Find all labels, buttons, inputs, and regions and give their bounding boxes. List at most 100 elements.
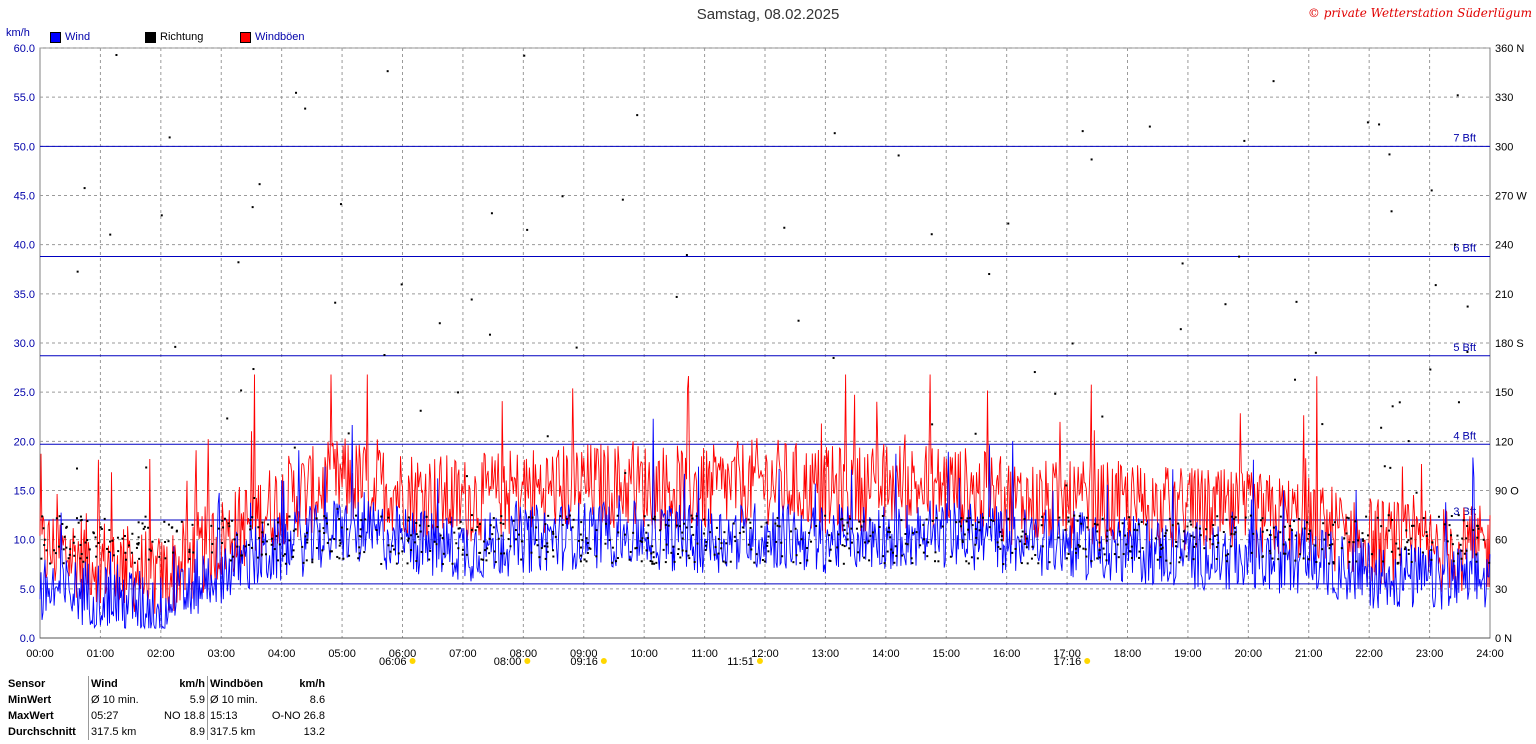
direction-point	[976, 557, 979, 560]
direction-point	[54, 552, 57, 555]
direction-point	[1040, 524, 1043, 527]
direction-point	[419, 530, 422, 533]
direction-point	[1268, 533, 1271, 536]
direction-point	[1128, 550, 1131, 553]
direction-point	[1346, 516, 1349, 519]
direction-point	[1185, 555, 1188, 558]
direction-point	[808, 531, 811, 534]
direction-point	[632, 531, 635, 534]
direction-point	[1000, 539, 1003, 542]
direction-point	[170, 526, 173, 529]
direction-point	[1020, 535, 1023, 538]
direction-point	[799, 562, 802, 565]
direction-point	[1453, 243, 1456, 246]
direction-point	[937, 560, 940, 563]
direction-point	[1217, 541, 1220, 544]
direction-point	[1093, 522, 1096, 525]
direction-point	[882, 555, 885, 558]
direction-point	[217, 527, 220, 530]
direction-point	[488, 333, 491, 336]
direction-point	[1227, 553, 1230, 556]
direction-point	[482, 558, 485, 561]
direction-point	[418, 524, 421, 527]
direction-point	[330, 550, 333, 553]
direction-point	[1459, 543, 1462, 546]
direction-point	[1229, 545, 1232, 548]
direction-point	[1067, 552, 1070, 555]
direction-point	[1137, 523, 1140, 526]
direction-point	[465, 553, 468, 556]
direction-point	[673, 560, 676, 563]
direction-point	[249, 525, 252, 528]
y2-tick-label: 90 O	[1495, 486, 1519, 498]
direction-point	[1465, 537, 1468, 540]
direction-point	[329, 550, 332, 553]
direction-point	[1130, 545, 1133, 548]
direction-point	[428, 558, 431, 561]
direction-point	[889, 536, 892, 539]
direction-point	[509, 545, 512, 548]
stats-gust-dir: O-NO	[271, 710, 301, 722]
direction-point	[1074, 551, 1077, 554]
direction-point	[544, 523, 547, 526]
direction-point	[1387, 514, 1390, 517]
direction-point	[137, 543, 140, 546]
direction-point	[775, 540, 778, 543]
direction-point	[1405, 529, 1408, 532]
direction-point	[692, 533, 695, 536]
direction-point	[449, 521, 452, 524]
direction-point	[968, 516, 971, 519]
direction-point	[260, 553, 263, 556]
direction-point	[489, 524, 492, 527]
direction-point	[174, 345, 177, 348]
direction-point	[1168, 517, 1171, 520]
direction-point	[305, 559, 308, 562]
stats-wind-time: 317.5 km	[88, 724, 143, 740]
x-tick-label: 07:00	[449, 648, 477, 660]
direction-point	[339, 542, 342, 545]
direction-point	[364, 518, 367, 521]
direction-point	[965, 520, 968, 523]
direction-point	[1457, 514, 1460, 517]
y2-tick-label: 300	[1495, 141, 1513, 153]
direction-point	[1199, 534, 1202, 537]
direction-point	[1348, 560, 1351, 563]
marker-time-label: 11:51	[727, 656, 754, 668]
direction-point	[677, 552, 680, 555]
direction-point	[1412, 524, 1415, 527]
direction-point	[927, 541, 930, 544]
direction-point	[1154, 537, 1157, 540]
direction-point	[977, 521, 980, 524]
direction-point	[383, 353, 386, 356]
direction-point	[1282, 552, 1285, 555]
direction-point	[1466, 350, 1469, 353]
direction-point	[922, 523, 925, 526]
direction-point	[767, 550, 770, 553]
direction-point	[923, 538, 926, 541]
direction-point	[252, 368, 255, 371]
direction-point	[111, 539, 114, 542]
stats-header-wind: Wind	[88, 676, 143, 692]
y-tick-label: 50.0	[14, 141, 35, 153]
direction-point	[761, 558, 764, 561]
direction-point	[1136, 529, 1139, 532]
direction-point	[783, 226, 786, 229]
direction-point	[971, 524, 974, 527]
direction-point	[1476, 536, 1479, 539]
direction-point	[1212, 524, 1215, 527]
direction-point	[1443, 523, 1446, 526]
direction-point	[1243, 139, 1246, 142]
direction-point	[1457, 552, 1460, 555]
direction-point	[1354, 520, 1357, 523]
direction-point	[1477, 527, 1480, 530]
direction-point	[1144, 523, 1147, 526]
direction-point	[781, 555, 784, 558]
direction-point	[429, 549, 432, 552]
direction-point	[355, 514, 358, 517]
direction-point	[1090, 560, 1093, 563]
direction-point	[72, 541, 75, 544]
direction-point	[696, 542, 699, 545]
direction-point	[143, 525, 146, 528]
direction-point	[1289, 524, 1292, 527]
direction-point	[704, 549, 707, 552]
